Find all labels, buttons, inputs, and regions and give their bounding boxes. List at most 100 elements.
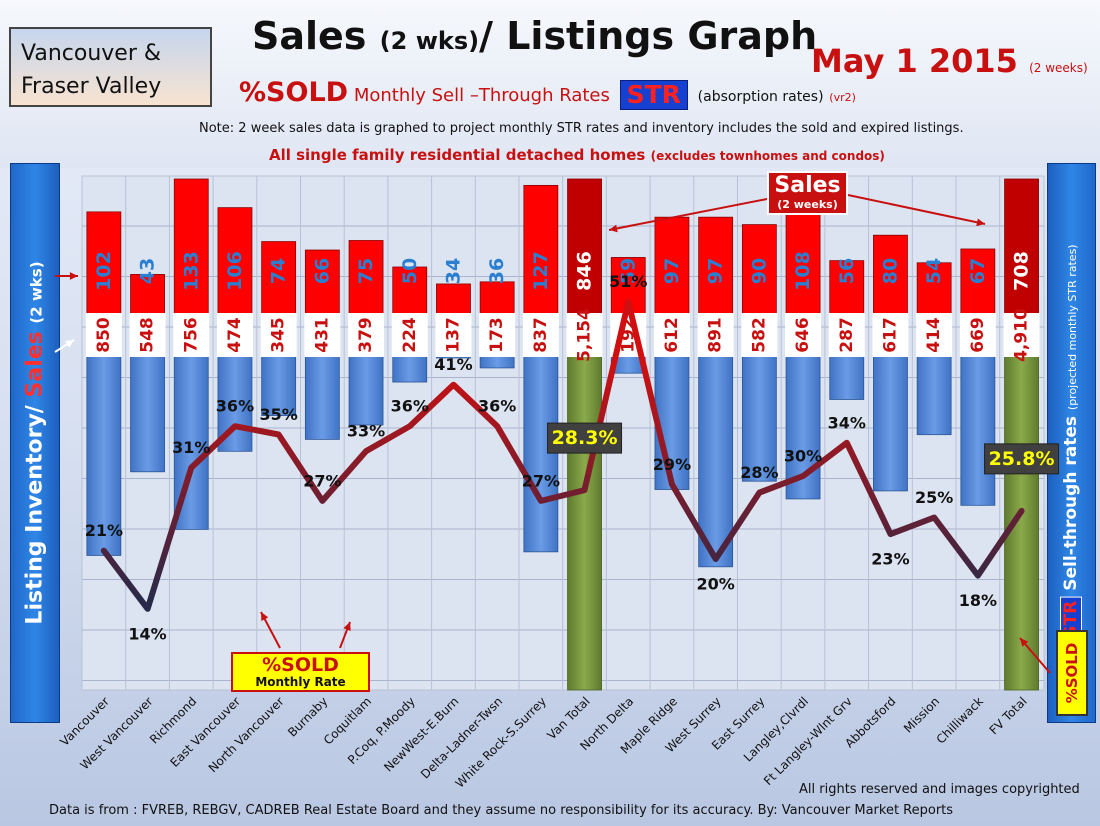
inventory-value-label: 850 xyxy=(94,317,114,353)
inventory-label-bg xyxy=(653,313,690,357)
sales-value-label: 75 xyxy=(355,258,377,284)
subtitle-abs: (absorption rates) xyxy=(697,89,824,105)
inventory-label-bg xyxy=(697,313,734,357)
str-label: 34% xyxy=(828,413,866,432)
inventory-bar xyxy=(523,319,559,553)
inventory-bar xyxy=(86,319,122,556)
sales-value-label: 66 xyxy=(311,258,333,284)
inventory-value-label: 756 xyxy=(181,317,201,353)
inventory-label-bg xyxy=(741,313,778,357)
sales-value-label: 106 xyxy=(224,251,246,291)
title-small: (2 wks) xyxy=(379,27,480,55)
inventory-value-label: 137 xyxy=(443,317,463,353)
inventory-value-label: 4,910 xyxy=(1012,308,1032,362)
arrow-head xyxy=(1020,638,1029,647)
sales-callout-title: Sales xyxy=(774,173,841,198)
str-line-group xyxy=(100,298,1025,612)
str-label: 33% xyxy=(347,422,385,441)
str-label: 14% xyxy=(128,624,166,643)
inventory-value-label: 669 xyxy=(968,317,988,353)
arrow-head xyxy=(261,612,269,621)
inventory-label-bg xyxy=(173,313,210,357)
inventory-label-bg xyxy=(785,313,822,357)
data-note: Note: 2 week sales data is graphed to pr… xyxy=(199,121,964,136)
str-total-label: 25.8% xyxy=(989,448,1055,470)
str-label: 30% xyxy=(784,447,822,466)
page-title: Sales (2 wks)/ Listings Graph xyxy=(252,14,817,58)
str-total-label: 28.3% xyxy=(552,427,618,449)
date-main: May 1 2015 xyxy=(811,42,1018,80)
str-label: 27% xyxy=(303,471,341,490)
sales-bar xyxy=(523,184,559,321)
inventory-label-bg xyxy=(828,313,865,357)
inventory-label-bg xyxy=(522,313,559,357)
sales-value-label: 56 xyxy=(836,258,858,284)
category-label: White Rock-S.Surrey xyxy=(453,694,549,790)
str-label: 29% xyxy=(653,455,691,474)
sales-value-label: 74 xyxy=(268,258,290,284)
str-label: 36% xyxy=(216,397,254,416)
sales-value-label: 50 xyxy=(399,258,421,284)
sales-value-label: 90 xyxy=(748,258,770,284)
inventory-value-label: 548 xyxy=(138,317,158,353)
left-axis-panel xyxy=(10,163,60,723)
sales-bar xyxy=(785,205,821,321)
scope-small: (excludes townhomes and condos) xyxy=(650,149,885,163)
sales-value-label: 97 xyxy=(661,258,683,284)
sold-callout-title: %SOLD xyxy=(262,654,339,676)
inventory-label-bg xyxy=(1003,313,1040,357)
subtitle-text: Monthly Sell –Through Rates xyxy=(353,85,610,106)
inventory-label-bg xyxy=(260,313,297,357)
str-label: 36% xyxy=(478,397,516,416)
inventory-value-label: 474 xyxy=(225,317,245,353)
str-label: 18% xyxy=(959,591,997,610)
category-label: NewWest-E.Burn xyxy=(381,694,461,774)
sales-bar xyxy=(173,178,209,321)
sales-value-label: 133 xyxy=(180,251,202,291)
sales-bar xyxy=(741,224,777,321)
sales-bar xyxy=(348,240,384,321)
callout-arrows xyxy=(54,194,1051,674)
inventory-value-label: 646 xyxy=(793,317,813,353)
title-rest: / Listings Graph xyxy=(479,14,818,58)
scope-main: All single family residential detached h… xyxy=(269,146,646,164)
sales-callout-subtitle: (2 weeks) xyxy=(777,198,838,211)
inventory-value-label: 837 xyxy=(531,317,551,353)
sales-bar xyxy=(829,260,865,321)
arrow-head xyxy=(609,224,618,233)
str-total-badge xyxy=(547,422,623,454)
region-line-2: Fraser Valley xyxy=(21,74,162,99)
sales-bar xyxy=(217,207,253,321)
str-label: 25% xyxy=(915,488,953,507)
sales-value-label: 59 xyxy=(617,258,639,284)
str-total-badge xyxy=(984,443,1060,475)
inventory-value-label: 345 xyxy=(269,317,289,353)
str-label: 20% xyxy=(697,575,735,594)
sales-bar xyxy=(960,248,996,321)
sales-value-label: 97 xyxy=(705,258,727,284)
arrow-head xyxy=(65,340,74,348)
sales-value-label: 127 xyxy=(530,251,552,291)
inventory-value-label: 414 xyxy=(924,317,944,353)
sales-value-label: 43 xyxy=(137,258,159,284)
inventory-label-bg xyxy=(916,313,953,357)
inventory-value-label: 617 xyxy=(880,317,900,353)
category-label: Burnaby xyxy=(285,694,330,739)
inventory-value-label: 431 xyxy=(312,317,332,353)
sales-value-label: 102 xyxy=(93,251,115,291)
copyright-note: All rights reserved and images copyright… xyxy=(799,782,1080,797)
sales-value-label: 708 xyxy=(1011,251,1033,291)
sales-bars xyxy=(86,178,1039,321)
sales-bar xyxy=(567,178,602,321)
inventory-label-bg xyxy=(216,313,253,357)
inventory-label-bg xyxy=(129,313,166,357)
report-date: May 1 2015 (2 weeks) xyxy=(811,42,1088,80)
inventory-label-bg xyxy=(435,313,472,357)
category-label: FV Total xyxy=(987,694,1030,737)
inventory-label-bg xyxy=(348,313,385,357)
inventory-value-label: 612 xyxy=(662,317,682,353)
inventory-bar-total xyxy=(567,319,602,691)
inventory-label-bg xyxy=(391,313,428,357)
sold-callout-subtitle: Monthly Rate xyxy=(255,675,346,689)
